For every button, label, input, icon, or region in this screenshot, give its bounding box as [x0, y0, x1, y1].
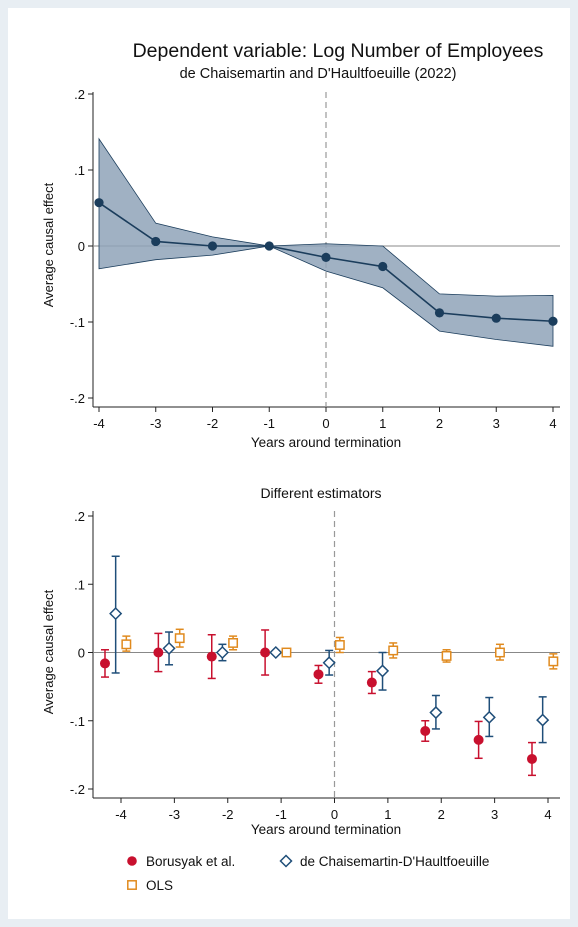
legend-item-square-marker: [127, 880, 137, 890]
top-data-point: [491, 313, 501, 323]
top-x-tick-label: 2: [436, 416, 443, 431]
bottom-series-diamond-point: [162, 641, 176, 655]
top-chart-axes: .2 .1 0 -.1 -.2 -4 -3 -2 -1 0 1 2 3 4: [70, 87, 560, 431]
bottom-x-tick-label: -1: [275, 807, 287, 822]
bottom-chart-ylabel: Average causal effect: [41, 589, 56, 714]
bottom-x-tick-label: 0: [331, 807, 338, 822]
bottom-x-tick-label: 4: [544, 807, 551, 822]
bottom-y-tick-label: 0: [78, 646, 85, 661]
top-y-tick-label: .2: [74, 87, 85, 102]
top-chart-ylabel: Average causal effect: [41, 182, 56, 307]
bottom-series-circle-point: [99, 658, 110, 669]
bottom-x-tick-label: 2: [438, 807, 445, 822]
bottom-series-circle-point: [313, 669, 324, 680]
bottom-y-tick-label: .2: [74, 509, 85, 524]
bottom-series-square-point: [334, 640, 345, 650]
top-x-tick-label: -4: [93, 416, 105, 431]
bottom-x-tick-label: -2: [222, 807, 234, 822]
bottom-series-diamond-point: [482, 710, 496, 724]
bottom-y-tick-label: -.2: [70, 782, 85, 797]
top-x-tick-label: 0: [322, 416, 329, 431]
bottom-series-square-point: [495, 647, 505, 658]
bottom-x-tick-label: -4: [115, 807, 127, 822]
bottom-series-diamond-point: [269, 645, 283, 660]
top-x-tick-label: 1: [379, 416, 386, 431]
top-data-point: [151, 236, 161, 247]
bottom-chart-axes: .2 .1 0 -.1 -.2 -4 -3 -2 -1 0 1 2 3 4: [70, 509, 560, 822]
bottom-series-diamond-point: [536, 713, 550, 727]
bottom-series-diamond-point: [375, 664, 390, 678]
top-data-point: [94, 198, 104, 208]
bottom-y-tick-label: .1: [74, 577, 85, 592]
bottom-series-diamond-point: [109, 607, 123, 621]
top-data-point: [434, 308, 445, 318]
legend-item-diamond-marker: [279, 854, 293, 868]
bottom-y-tick-label: -.1: [70, 714, 85, 729]
top-data-point: [548, 316, 558, 326]
bottom-series-square-point: [441, 650, 452, 661]
top-data-point: [207, 241, 218, 251]
legend-item-diamond-label: de Chaisemartin-D'Haultfoeuille: [300, 854, 489, 869]
top-x-tick-label: -2: [207, 416, 219, 431]
top-chart-subtitle: de Chaisemartin and D'Haultfoeuille (202…: [180, 66, 457, 82]
top-data-point: [264, 241, 274, 251]
top-x-tick-label: 4: [549, 416, 556, 431]
bottom-series-square-point: [388, 645, 399, 656]
bottom-series-diamond-point: [322, 656, 336, 670]
bottom-series-circle-point: [153, 647, 164, 658]
top-chart-title: Dependent variable: Log Number of Employ…: [133, 40, 544, 62]
figure-panel: [8, 8, 570, 919]
bottom-series-square-point: [228, 637, 239, 648]
legend-item-circle-marker: [127, 856, 137, 866]
bottom-series-diamond-point: [429, 705, 443, 720]
bottom-x-tick-label: 1: [384, 807, 391, 822]
bottom-series-circle-point: [206, 651, 217, 662]
bottom-series-square-point: [121, 639, 132, 650]
top-x-tick-label: 3: [493, 416, 500, 431]
bottom-series-circle-point: [420, 725, 431, 736]
top-y-tick-label: 0: [78, 239, 85, 254]
bottom-series-circle-point: [260, 647, 271, 658]
bottom-chart-xlabel: Years around termination: [251, 822, 401, 837]
bottom-series-diamond-point: [215, 645, 229, 660]
top-y-tick-label: -.2: [70, 391, 85, 406]
bottom-chart-marks: [99, 555, 559, 777]
top-y-tick-label: -.1: [70, 315, 85, 330]
bottom-series-square-point: [281, 647, 292, 658]
bottom-series-square-point: [174, 633, 185, 644]
top-x-tick-label: -1: [263, 416, 275, 431]
top-x-tick-label: -3: [150, 416, 162, 431]
top-chart-xlabel: Years around termination: [251, 435, 401, 450]
top-chart-marks: [94, 198, 558, 326]
bottom-x-tick-label: -3: [169, 807, 181, 822]
bottom-series-square-point: [548, 656, 559, 667]
bottom-series-circle-point: [526, 753, 537, 764]
bottom-chart-title: Different estimators: [260, 485, 381, 501]
bottom-series-circle-point: [473, 734, 484, 745]
top-data-point: [321, 252, 331, 262]
top-y-tick-label: .1: [74, 163, 85, 178]
bottom-x-tick-label: 3: [491, 807, 498, 822]
legend-item-circle-label: Borusyak et al.: [146, 854, 235, 869]
legend: Borusyak et al. de Chaisemartin-D'Haultfo…: [127, 854, 489, 893]
top-data-point: [378, 261, 388, 272]
legend-item-square-label: OLS: [146, 878, 173, 893]
bottom-series-circle-point: [366, 677, 377, 688]
